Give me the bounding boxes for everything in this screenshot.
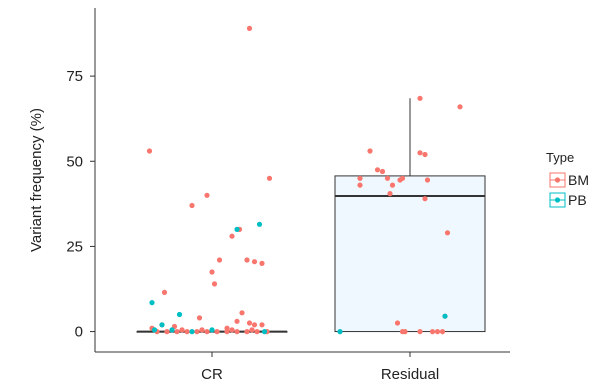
x-axis: CR Residual	[95, 351, 510, 383]
legend-title: Type	[546, 150, 574, 165]
x-tick-label: CR	[201, 366, 223, 383]
point-bm	[179, 327, 185, 333]
point-bm	[146, 148, 153, 154]
point-pb	[234, 226, 240, 232]
point-pb	[169, 327, 175, 333]
point-bm	[444, 230, 451, 236]
point-pb	[209, 327, 215, 333]
point-bm	[422, 196, 428, 202]
point-pb	[159, 322, 165, 328]
point-bm	[254, 329, 260, 335]
point-bm	[194, 329, 200, 335]
legend-label-bm: BM	[568, 172, 589, 188]
y-ticks: 0 25 50 75	[66, 68, 95, 341]
points	[146, 25, 463, 335]
point-pb	[337, 329, 343, 335]
legend-label-pb: PB	[568, 192, 587, 208]
point-bm	[266, 175, 273, 181]
y-axis-title: Variant frequency (%)	[28, 108, 45, 252]
point-bm	[174, 329, 180, 335]
point-bm	[417, 95, 423, 101]
point-bm	[246, 320, 253, 326]
point-bm	[224, 329, 230, 335]
point-bm	[367, 148, 373, 154]
point-bm	[429, 329, 436, 335]
x-tick-label: Residual	[381, 366, 439, 383]
point-bm	[244, 257, 250, 263]
point-bm	[164, 329, 170, 335]
point-bm	[357, 175, 363, 181]
point-bm	[196, 315, 203, 321]
point-bm	[251, 322, 258, 328]
point-pb	[176, 311, 183, 318]
point-pb	[256, 221, 263, 227]
point-bm	[424, 177, 431, 183]
point-bm	[374, 167, 381, 173]
point-bm	[417, 329, 423, 335]
point-bm	[204, 192, 210, 198]
legend-item-bm: BM	[549, 172, 589, 188]
point-bm	[387, 191, 393, 197]
point-bm	[204, 329, 210, 335]
legend-key-bm-dot	[554, 177, 561, 183]
point-bm	[259, 322, 265, 328]
point-bm	[229, 233, 235, 239]
point-bm	[246, 25, 253, 31]
y-tick-label: 0	[75, 324, 83, 341]
point-bm	[434, 329, 441, 335]
y-tick-label: 75	[66, 68, 83, 85]
boxes	[136, 98, 486, 333]
point-bm	[184, 329, 190, 335]
point-bm	[161, 289, 168, 295]
point-bm	[199, 327, 205, 333]
point-pb	[151, 327, 158, 333]
box-residual	[334, 175, 486, 333]
point-bm	[457, 104, 463, 110]
point-bm	[216, 257, 223, 263]
legend: Type BM PB	[546, 150, 589, 208]
point-pb	[442, 313, 448, 319]
point-bm	[399, 175, 406, 181]
point-bm	[394, 320, 401, 326]
y-axis: 0 25 50 75	[66, 8, 96, 352]
point-bm	[244, 329, 250, 335]
point-bm	[402, 329, 408, 335]
point-bm	[229, 327, 235, 333]
point-bm	[389, 182, 396, 188]
point-bm	[251, 259, 258, 265]
point-bm	[357, 182, 363, 188]
point-bm	[239, 310, 245, 316]
point-bm	[211, 281, 218, 287]
y-tick-label: 50	[66, 153, 83, 170]
legend-key-pb-dot	[554, 197, 561, 203]
point-bm	[379, 168, 386, 175]
point-bm	[214, 329, 220, 335]
y-tick-label: 25	[66, 238, 83, 255]
point-bm	[417, 150, 423, 156]
legend-item-pb: PB	[549, 192, 587, 208]
point-bm	[234, 329, 240, 335]
point-bm	[384, 175, 391, 181]
point-bm	[249, 327, 255, 333]
point-bm	[234, 318, 240, 324]
point-bm	[189, 202, 195, 209]
point-pb	[189, 329, 195, 335]
point-pb	[261, 329, 268, 335]
point-bm	[439, 329, 446, 335]
point-bm	[259, 260, 265, 266]
point-pb	[149, 300, 155, 306]
x-ticks: CR Residual	[201, 352, 439, 383]
point-bm	[422, 151, 428, 158]
point-bm	[209, 269, 215, 275]
